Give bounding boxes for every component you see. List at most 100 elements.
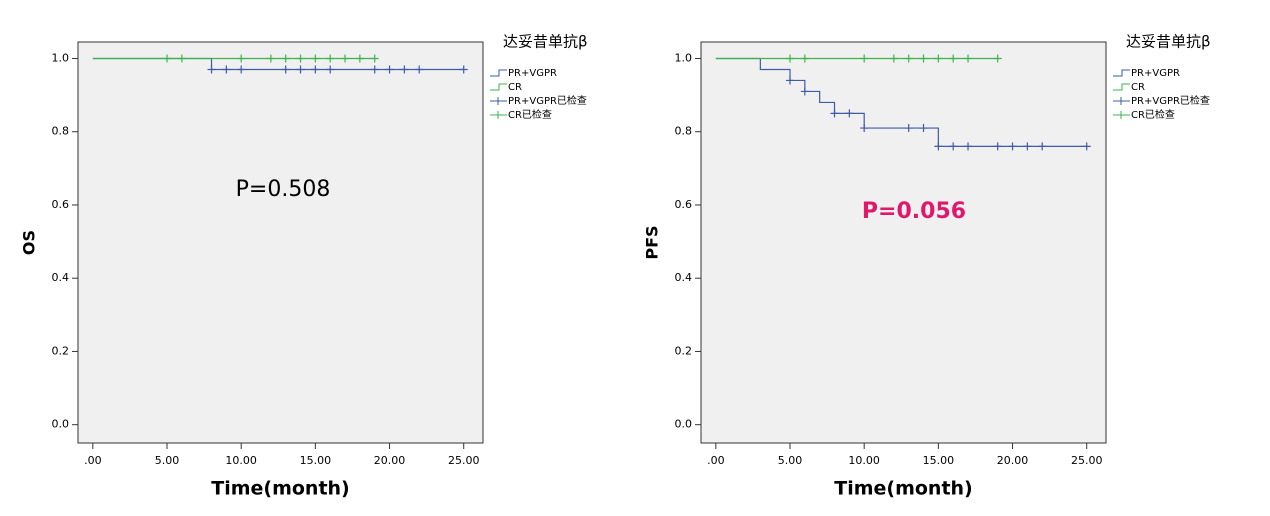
- legend-label: PR+VGPR已检查: [1131, 94, 1210, 107]
- censor-mark: [919, 124, 928, 133]
- y-axis-label: PFS: [643, 225, 662, 259]
- censor-mark: [177, 54, 186, 63]
- y-tick-label: 0.2: [675, 344, 693, 357]
- y-tick-label: 0.2: [52, 344, 70, 357]
- x-axis-label: Time(month): [211, 478, 350, 500]
- x-tick-label: 20.00: [374, 454, 406, 467]
- censor-mark: [459, 65, 468, 74]
- legend-label: CR已检查: [508, 108, 552, 121]
- x-tick-label: 10.00: [225, 454, 257, 467]
- legend-label: CR已检查: [1131, 108, 1175, 121]
- x-tick-label: 15.00: [300, 454, 332, 467]
- legend-label: CR: [508, 82, 522, 93]
- legend-icon: [490, 111, 507, 119]
- censor-mark: [370, 65, 379, 74]
- y-tick-label: 0.4: [675, 271, 693, 284]
- y-tick-label: 0.6: [675, 198, 693, 211]
- censor-mark: [207, 65, 216, 74]
- legend-label: PR+VGPR: [1131, 68, 1180, 79]
- censor-mark: [237, 54, 246, 63]
- censor-mark: [326, 65, 335, 74]
- p-value: P=0.056: [862, 199, 966, 224]
- censor-mark: [163, 54, 172, 63]
- censor-mark: [949, 54, 958, 63]
- legend-icon: [1113, 83, 1130, 91]
- y-tick-label: 0.0: [675, 418, 693, 431]
- censor-mark: [934, 142, 943, 151]
- x-tick-label: 15.00: [923, 454, 955, 467]
- censor-mark: [415, 65, 424, 74]
- censor-mark: [281, 65, 290, 74]
- censor-mark: [370, 54, 379, 63]
- x-tick-label: 25.00: [1071, 454, 1103, 467]
- censor-mark: [1023, 142, 1032, 151]
- x-tick-label: 25.00: [448, 454, 480, 467]
- censor-mark: [860, 54, 869, 63]
- plot-area: [700, 41, 1107, 444]
- censor-mark: [1038, 142, 1047, 151]
- censor-mark: [800, 87, 809, 96]
- x-tick-label: 5.00: [778, 454, 803, 467]
- legend-title: 达妥昔单抗β: [1126, 33, 1211, 51]
- censor-mark: [341, 54, 350, 63]
- censor-mark: [904, 54, 913, 63]
- legend-icon: [1113, 97, 1130, 105]
- censor-mark: [919, 54, 928, 63]
- censor-mark: [266, 54, 275, 63]
- censor-mark: [222, 65, 231, 74]
- censor-mark: [1008, 142, 1017, 151]
- x-tick-label: 5.00: [155, 454, 180, 467]
- legend-icon: [1113, 111, 1130, 119]
- censor-mark: [237, 65, 246, 74]
- censor-mark: [1082, 142, 1091, 151]
- censor-mark: [311, 65, 320, 74]
- legend-icon: [490, 83, 507, 91]
- y-axis-label: OS: [20, 230, 39, 255]
- censor-mark: [964, 142, 973, 151]
- legend-title: 达妥昔单抗β: [503, 33, 588, 51]
- y-tick-label: 0.8: [52, 125, 70, 138]
- legend-icon: [490, 97, 507, 105]
- legend-label: CR: [1131, 82, 1145, 93]
- censor-mark: [311, 54, 320, 63]
- censor-mark: [281, 54, 290, 63]
- survival-curve: [715, 57, 1087, 147]
- y-tick-label: 0.4: [52, 271, 70, 284]
- censor-mark: [860, 124, 869, 133]
- censor-mark: [355, 54, 364, 63]
- plot-area: [77, 41, 484, 444]
- censor-mark: [993, 54, 1002, 63]
- censor-mark: [830, 109, 839, 118]
- censor-mark: [296, 65, 305, 74]
- censor-mark: [889, 54, 898, 63]
- censor-mark: [296, 54, 305, 63]
- legend-icon: [490, 69, 507, 77]
- censor-mark: [786, 76, 795, 85]
- censor-mark: [385, 65, 394, 74]
- x-axis-label: Time(month): [834, 478, 973, 500]
- p-value: P=0.508: [236, 177, 331, 202]
- censor-mark: [326, 54, 335, 63]
- y-tick-label: 0.8: [675, 125, 693, 138]
- legend-label: PR+VGPR: [508, 68, 557, 79]
- censor-mark: [400, 65, 409, 74]
- censor-mark: [845, 109, 854, 118]
- y-tick-label: 0.6: [52, 198, 70, 211]
- censor-mark: [993, 142, 1002, 151]
- legend-label: PR+VGPR已检查: [508, 94, 587, 107]
- y-tick-label: 1.0: [52, 51, 70, 64]
- x-tick-label: .00: [707, 454, 725, 467]
- censor-mark: [800, 54, 809, 63]
- censor-mark: [949, 142, 958, 151]
- censor-mark: [786, 54, 795, 63]
- censor-mark: [904, 124, 913, 133]
- censor-mark: [964, 54, 973, 63]
- legend-icon: [1113, 69, 1130, 77]
- y-tick-label: 0.0: [52, 418, 70, 431]
- x-tick-label: 10.00: [848, 454, 880, 467]
- y-tick-label: 1.0: [675, 51, 693, 64]
- x-tick-label: .00: [84, 454, 102, 467]
- censor-mark: [934, 54, 943, 63]
